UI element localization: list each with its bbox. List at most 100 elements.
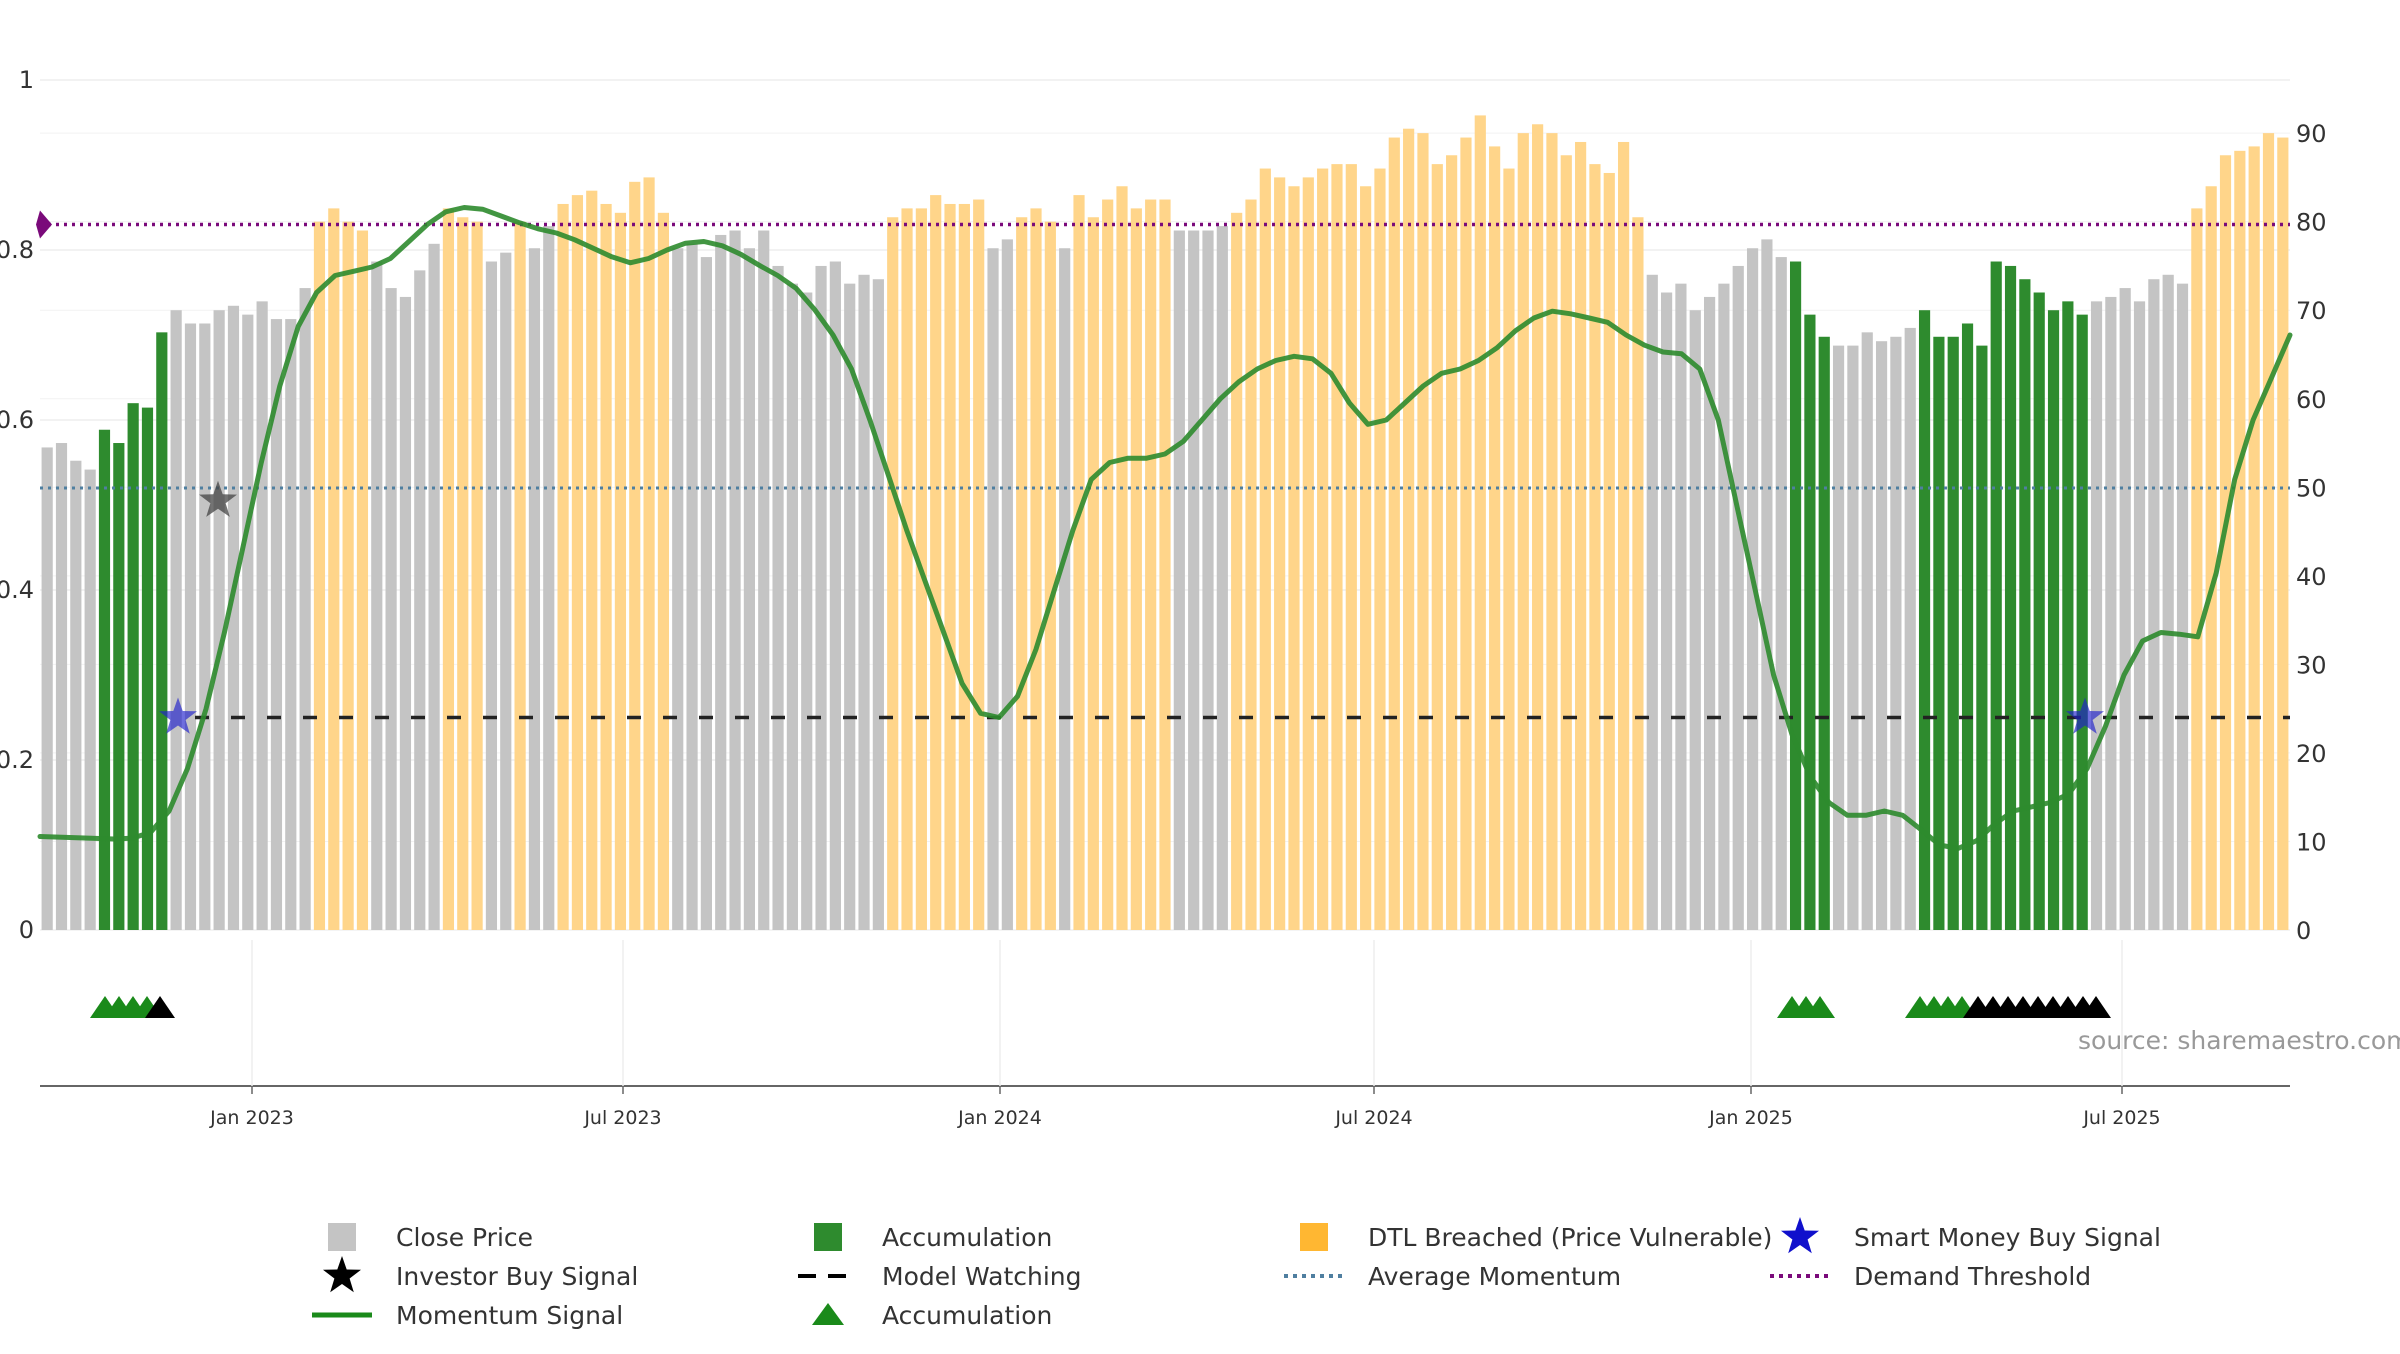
legend-item: Accumulation [814,1223,1052,1252]
price-bar [2205,186,2217,930]
x-tick-label: Jul 2025 [2082,1107,2160,1129]
price-bar [471,221,483,930]
price-bar [270,319,283,930]
price-bar [242,314,254,931]
price-bar [1345,164,1357,931]
price-bar [944,203,956,931]
price-bar [514,221,526,930]
price-bar [758,230,770,931]
right-tick-label: 50 [2296,474,2327,502]
price-bar [113,443,125,930]
legend-label: Momentum Signal [396,1301,623,1330]
price-bar [772,265,784,930]
price-bar [2076,314,2088,931]
price-bar [313,221,326,930]
price-bar [1446,155,1458,930]
investor-triangle [145,996,175,1018]
price-bar [1102,199,1114,930]
x-tick-label: Jan 2025 [1708,1107,1793,1129]
price-bar [715,234,727,930]
right-tick-label: 10 [2296,828,2327,856]
legend-item: Investor Buy Signal [323,1256,638,1293]
price-bar [1417,133,1429,930]
right-tick-label: 20 [2296,740,2327,768]
price-bar [1489,146,1501,930]
legend-item: Momentum Signal [312,1301,623,1330]
price-bar [1159,199,1171,930]
legend-item: Average Momentum [1284,1262,1621,1291]
price-bar [2148,279,2160,930]
price-bar [1245,199,1257,930]
price-bar [2248,146,2260,930]
price-bar [801,292,813,930]
legend-label: Accumulation [882,1301,1052,1330]
price-bar [829,261,841,931]
price-bar [872,279,884,930]
price-bar [2004,265,2017,930]
price-bar [256,301,268,931]
legend-label: Smart Money Buy Signal [1854,1223,2161,1252]
price-bar [2234,150,2246,931]
price-bar [614,212,627,930]
price-bar [2062,301,2074,931]
price-bar [672,248,684,930]
legend-square-icon [328,1223,356,1251]
left-tick-label: 0.4 [0,576,34,604]
right-tick-label: 80 [2296,209,2327,237]
price-bar [1403,128,1415,930]
price-bar [1331,164,1343,931]
accumulation-panel: Jan 2023 Jul 2023 Jan 2024 Jul 2024 Jan 2025… [40,940,2290,1129]
price-bar [1618,141,1630,930]
price-bar [485,261,498,931]
price-bar [858,274,870,931]
price-bar [156,332,168,930]
price-bar [1216,226,1228,930]
price-bar [399,296,412,930]
price-bar [1087,217,1099,931]
right-tick-label: 60 [2296,386,2327,414]
price-bar [786,283,798,930]
price-bar [70,460,82,930]
price-bar [1044,221,1056,930]
legend-label: DTL Breached (Price Vulnerable) [1368,1223,1772,1252]
price-bar [1918,310,1931,930]
price-bar [700,257,712,930]
price-bar [1231,212,1243,930]
price-bar [170,310,182,930]
price-bar [1933,336,1945,930]
price-bar [729,230,741,931]
price-bar [2277,137,2289,931]
legend: Close Price Accumulation DTL Breached (Pri… [312,1217,2161,1330]
price-bar [987,248,999,930]
price-bar [1059,248,1071,930]
price-bar [1775,257,1787,930]
price-bar [457,217,469,931]
legend-item: DTL Breached (Price Vulnerable) [1300,1223,1772,1252]
legend-square-icon [1300,1223,1328,1251]
price-bar [1718,283,1730,930]
price-bar [2191,208,2203,930]
price-bar [1360,186,1372,930]
price-bar [2105,296,2117,930]
accumulation-triangle [1805,996,1835,1018]
price-bar [1890,336,1902,930]
left-tick-label: 0.2 [0,746,34,774]
price-bar [815,265,827,930]
investor-triangle [2081,996,2111,1018]
price-bar [428,243,440,931]
price-bar [657,212,669,930]
right-tick-label: 90 [2296,120,2327,148]
price-bar [543,226,555,930]
momentum-line [37,205,2293,851]
price-bar [1646,274,1658,931]
right-tick-label: 70 [2296,297,2327,325]
price-bar [500,252,512,930]
demand-threshold-marker [36,210,52,239]
price-bar [328,208,340,930]
price-bar [901,208,913,930]
price-bar [1675,283,1687,930]
price-bar [184,323,197,930]
price-bar [1145,199,1157,930]
